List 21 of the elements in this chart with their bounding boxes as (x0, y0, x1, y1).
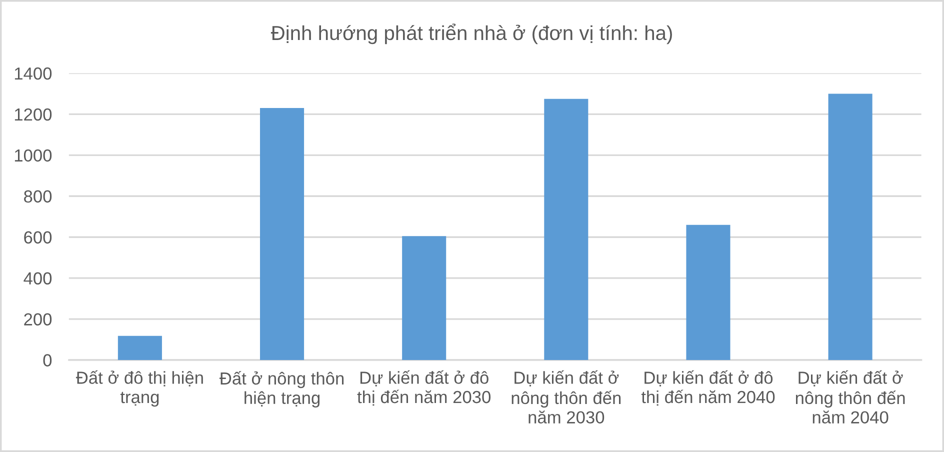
y-tick-label: 1000 (14, 149, 52, 162)
bar (544, 98, 588, 360)
bar (118, 336, 162, 360)
y-tick-label: 1400 (14, 67, 52, 80)
y-tick-label: 1200 (14, 108, 52, 121)
bar (828, 94, 872, 360)
y-tick-label: 0 (43, 354, 52, 366)
bar (686, 224, 730, 360)
bar (402, 236, 446, 360)
chart-title: Định hướng phát triển nhà ở (đơn vị tính: ha) (270, 24, 672, 44)
x-tick-label: Dự kiến đất ở nông thôn đến năm 2040 (796, 370, 905, 424)
y-tick-label: 200 (24, 313, 52, 326)
x-tick-label: Đất ở đô thị hiện trạng (76, 370, 203, 407)
x-tick-label: Dự kiến đất ở đô thị đến năm 2040 (641, 370, 775, 406)
x-tick-label: Đất ở nông thôn hiện trạng (220, 371, 344, 408)
bar (260, 108, 304, 360)
x-tick-label: Dự kiến đất ở nông thôn đến năm 2030 (512, 370, 621, 424)
y-tick-label: 800 (24, 190, 52, 203)
x-tick-label: Dự kiến đất ở đô thị đến năm 2030 (357, 370, 490, 406)
y-tick-label: 400 (24, 272, 52, 285)
y-tick-label: 600 (24, 231, 52, 244)
